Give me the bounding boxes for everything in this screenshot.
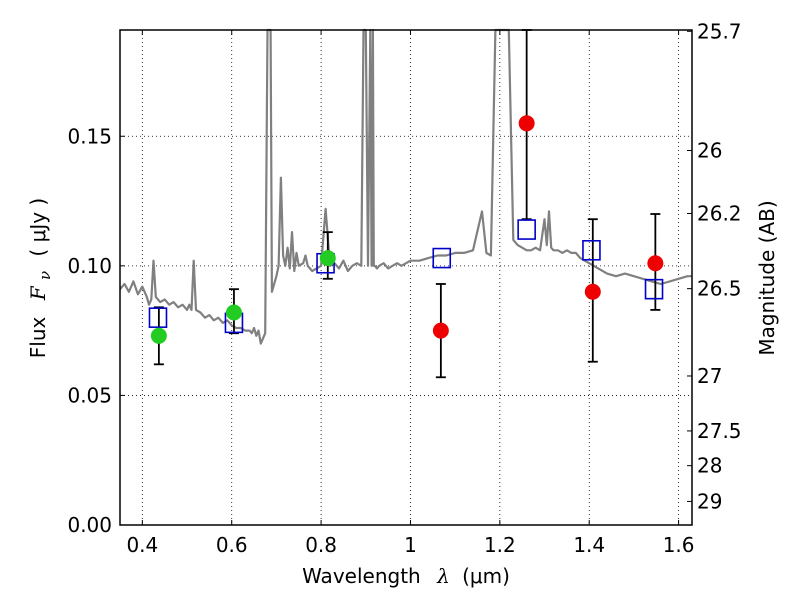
data-point (584, 283, 601, 300)
x-tick-label: 1.4 (573, 533, 605, 557)
y-axis-unit: ( μJy ) (26, 198, 50, 257)
model-square-marker (517, 219, 536, 240)
x-tick-label: 0.6 (216, 533, 248, 557)
ticks (120, 30, 692, 526)
marker-layer (148, 115, 664, 344)
errorbar-layer (153, 29, 661, 379)
y-axis-title: Flux F ν ( μJy ) (26, 198, 55, 358)
data-point (432, 322, 449, 339)
model-square-marker (644, 278, 664, 300)
y-axis-symbol: F (26, 285, 50, 301)
right-tick-label: 27.5 (697, 419, 742, 443)
data-point (150, 327, 167, 344)
x-axis-unit: (μm) (462, 564, 510, 588)
x-axis-symbol: λ (436, 564, 450, 588)
right-tick-label: 28 (697, 454, 722, 478)
y-tick-label: 0.15 (67, 124, 112, 148)
x-tick-label: 1.6 (663, 533, 695, 557)
data-point (647, 255, 664, 272)
right-tick-label: 27 (697, 364, 722, 388)
x-tick-label: 1 (404, 533, 417, 557)
spectrum-layer (119, 28, 692, 345)
plot-frame (119, 29, 693, 526)
right-tick-labels: 25.7 26 26.2 26.5 27 27.5 28 29 (697, 19, 742, 513)
y-tick-label: 0.00 (67, 513, 112, 537)
y-tick-labels: 0.00 0.05 0.10 0.15 (67, 124, 112, 537)
right-tick-label: 26.2 (697, 201, 742, 225)
x-axis-label-text: Wavelength (302, 564, 421, 588)
y-axis-subscript: ν (36, 271, 54, 280)
model-square-marker (582, 239, 601, 261)
y-tick-label: 0.10 (67, 254, 112, 278)
right-tick-label: 26.5 (697, 277, 742, 301)
x-tick-label: 0.8 (305, 533, 337, 557)
x-axis-title: Wavelength λ (μm) (302, 564, 510, 588)
data-point (518, 115, 535, 132)
data-point (225, 304, 242, 321)
y-tick-label: 0.05 (67, 383, 112, 407)
x-tick-labels: 0.4 0.6 0.8 1 1.2 1.4 1.6 (126, 533, 694, 557)
right-tick-label: 29 (697, 489, 722, 513)
right-axis-title: Magnitude (AB) (755, 200, 779, 355)
model-square-marker (148, 307, 168, 328)
right-tick-label: 26 (697, 139, 722, 163)
model-square-marker (432, 247, 452, 269)
spectrum-line (119, 28, 692, 345)
x-tick-label: 1.2 (484, 533, 516, 557)
grid (120, 30, 692, 525)
right-tick-label: 25.7 (697, 19, 742, 43)
data-point (319, 250, 336, 267)
y-axis-label-text: Flux (26, 316, 50, 358)
x-tick-label: 0.4 (126, 533, 158, 557)
